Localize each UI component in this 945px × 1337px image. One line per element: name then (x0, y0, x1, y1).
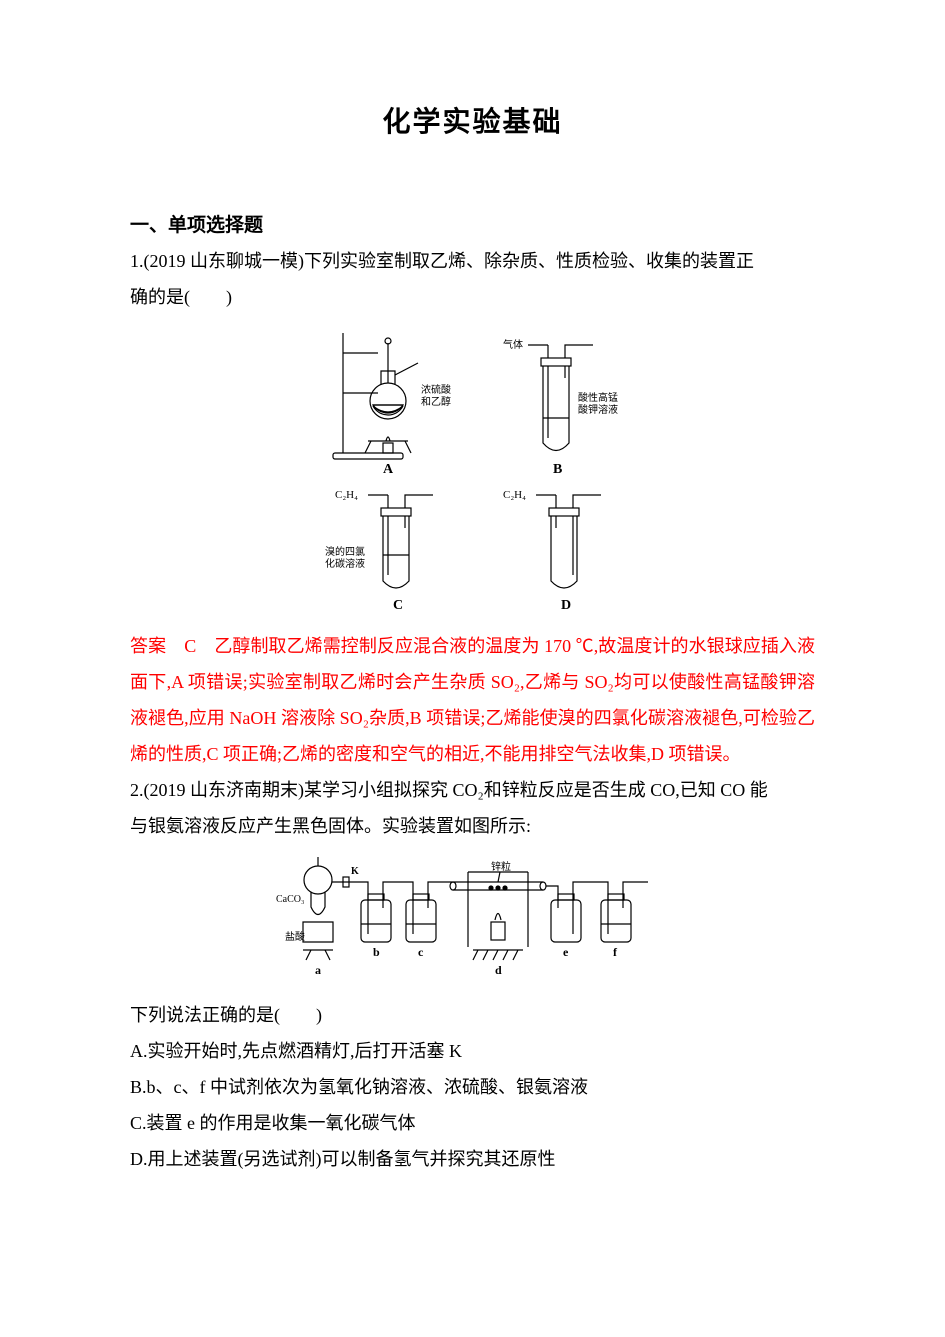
q1-answer: 答案 C 乙醇制取乙烯需控制反应混合液的温度为 170 ℃,故温度计的水银球应插… (130, 628, 815, 772)
apparatus-d-letter: D (561, 598, 571, 613)
apparatus-c-letter: C (393, 598, 403, 613)
apparatus-d-gas-label: C₂H₄ (503, 489, 526, 501)
section-heading: 一、单项选择题 (130, 210, 815, 237)
apparatus-a (333, 333, 418, 459)
q2-label-caco3: CaCO₃ (276, 894, 305, 905)
apparatus-c-gas-label: C₂H₄ (335, 489, 358, 501)
q1-stem-line1: 1.(2019 山东聊城一模)下列实验室制取乙烯、除杂质、性质检验、收集的装置正 (130, 243, 815, 279)
apparatus-a-label2: 和乙醇 (421, 395, 451, 408)
q1-stem-line2: 确的是( ) (130, 279, 815, 315)
q2-figure: K CaCO₃ 盐酸 a b (130, 852, 815, 987)
q2-stem-line2: 与银氨溶液反应产生黑色固体。实验装置如图所示: (130, 808, 815, 844)
apparatus-c-label2: 化碳溶液 (325, 557, 365, 570)
q2-label-d: d (495, 963, 502, 977)
apparatus-b-label1: 酸性高锰 (578, 391, 618, 404)
apparatus-b-gas-label: 气体 (503, 338, 523, 351)
q2-label-a: a (315, 963, 321, 977)
apparatus-d: C₂H₄ (503, 489, 601, 588)
q1-figure: 浓硫酸 和乙醇 A 气体 酸性高锰 酸钾 (130, 323, 815, 618)
q2-option-b: B.b、c、f 中试剂依次为氢氧化钠溶液、浓硫酸、银氨溶液 (130, 1069, 815, 1105)
apparatus-b-label2: 酸钾溶液 (578, 403, 618, 416)
q2-label-f: f (613, 945, 618, 959)
page-title: 化学实验基础 (130, 100, 815, 140)
q2-label-zn: 锌粒 (491, 860, 511, 873)
q2-option-a: A.实验开始时,先点燃酒精灯,后打开活塞 K (130, 1033, 815, 1069)
q2-tail: 下列说法正确的是( ) (130, 997, 815, 1033)
q2-option-d: D.用上述装置(另选试剂)可以制备氢气并探究其还原性 (130, 1141, 815, 1177)
q2-label-e: e (563, 945, 569, 959)
q2-option-c: C.装置 e 的作用是收集一氧化碳气体 (130, 1105, 815, 1141)
apparatus-b-letter: B (553, 462, 562, 477)
q2-label-hcl: 盐酸 (285, 930, 305, 943)
q2-label-b: b (373, 945, 380, 959)
q2-label-c: c (418, 945, 424, 959)
q2-label-k: K (351, 866, 359, 877)
apparatus-a-label1: 浓硫酸 (421, 383, 451, 396)
apparatus-c-label1: 溴的四氯 (325, 545, 365, 558)
q2-stem-line1: 2.(2019 山东济南期末)某学习小组拟探究 CO₂和锌粒反应是否生成 CO,… (130, 772, 815, 808)
apparatus-a-letter: A (383, 462, 394, 477)
apparatus-c: C₂H₄ (335, 489, 433, 588)
